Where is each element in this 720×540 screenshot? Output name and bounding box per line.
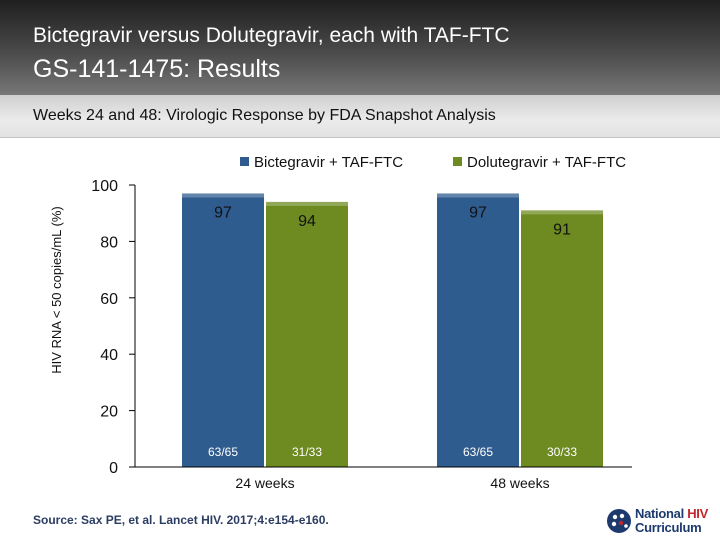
bar-value-label: 94: [298, 213, 316, 230]
slide-title: Bictegravir versus Dolutegravir, each wi…: [33, 24, 510, 47]
y-tick-label: 40: [100, 347, 118, 364]
logo-text-line2: Curriculum: [635, 520, 702, 535]
header-banner: Bictegravir versus Dolutegravir, each wi…: [0, 0, 720, 95]
logo: National HIV Curriculum: [606, 505, 716, 537]
subheader-text: Weeks 24 and 48: Virologic Response by F…: [33, 107, 496, 124]
bar-value-label: 91: [553, 221, 571, 238]
bar-highlight: [437, 193, 519, 198]
logo-national: National: [635, 506, 688, 521]
bar: [182, 193, 264, 467]
x-category-label: 24 weeks: [235, 475, 294, 491]
y-axis-label: HIV RNA < 50 copies/mL (%): [49, 206, 64, 374]
legend-label: Bictegravir + TAF-FTC: [254, 154, 403, 171]
logo-icon: [607, 509, 631, 533]
y-tick-label: 100: [91, 178, 118, 195]
bar-highlight: [182, 193, 264, 198]
bar-highlight: [266, 201, 348, 206]
y-tick-label: 60: [100, 291, 118, 308]
bar-highlight: [521, 210, 603, 215]
bar: [266, 201, 348, 468]
slide-subtitle: GS-141-1475: Results: [33, 55, 281, 83]
bar-fraction-label: 63/65: [208, 445, 238, 459]
x-category-label: 48 weeks: [490, 475, 549, 491]
bar: [437, 193, 519, 467]
y-tick-label: 80: [100, 234, 118, 251]
legend-swatch: [453, 157, 462, 166]
bar-fraction-label: 63/65: [463, 445, 493, 459]
bar-value-label: 97: [214, 204, 232, 221]
source-citation: Source: Sax PE, et al. Lancet HIV. 2017;…: [33, 513, 329, 527]
logo-hiv: HIV: [687, 506, 708, 521]
logo-text-line1: National HIV: [635, 506, 708, 521]
subheader-banner: Weeks 24 and 48: Virologic Response by F…: [0, 95, 720, 138]
legend-label: Dolutegravir + TAF-FTC: [467, 154, 626, 171]
legend-swatch: [240, 157, 249, 166]
bar-fraction-label: 30/33: [547, 445, 577, 459]
bar: [521, 210, 603, 467]
y-tick-label: 20: [100, 404, 118, 421]
y-tick-label: 0: [109, 460, 118, 477]
bar-value-label: 97: [469, 204, 487, 221]
bar-fraction-label: 31/33: [292, 445, 322, 459]
